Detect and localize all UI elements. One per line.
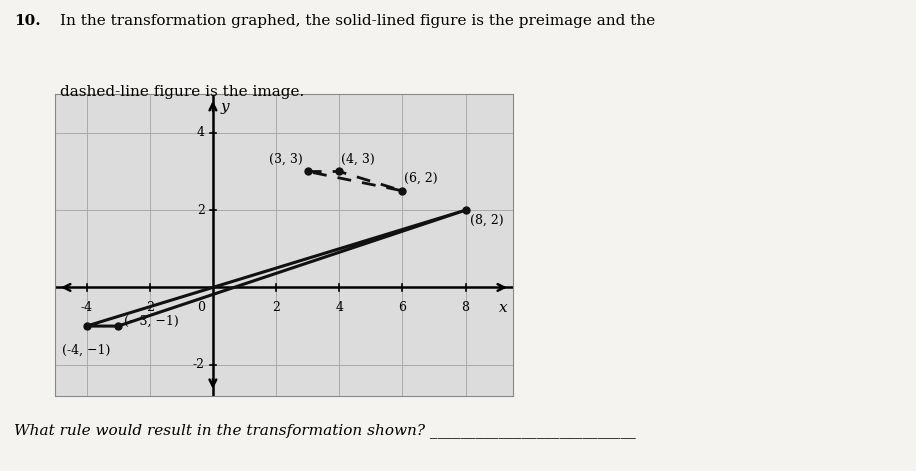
Text: 6: 6 xyxy=(398,301,407,314)
Text: (3, 3): (3, 3) xyxy=(269,153,303,166)
Text: 8: 8 xyxy=(462,301,470,314)
Text: -2: -2 xyxy=(144,301,156,314)
Text: 0: 0 xyxy=(197,301,205,314)
Text: 10.: 10. xyxy=(14,14,40,28)
Text: -4: -4 xyxy=(81,301,93,314)
Text: -2: -2 xyxy=(193,358,205,371)
Text: dashed-line figure is the image.: dashed-line figure is the image. xyxy=(60,85,304,99)
Text: y: y xyxy=(221,100,229,114)
Text: 2: 2 xyxy=(272,301,280,314)
Text: What rule would result in the transformation shown? ___________________________: What rule would result in the transforma… xyxy=(14,423,636,438)
Text: (−3, −1): (−3, −1) xyxy=(125,315,180,327)
Text: 4: 4 xyxy=(335,301,344,314)
Text: (-4, −1): (-4, −1) xyxy=(62,343,111,357)
Text: (4, 3): (4, 3) xyxy=(341,153,375,166)
Text: x: x xyxy=(499,301,507,315)
Text: 2: 2 xyxy=(197,203,205,217)
Text: (8, 2): (8, 2) xyxy=(470,213,504,226)
Text: In the transformation graphed, the solid-lined figure is the preimage and the: In the transformation graphed, the solid… xyxy=(60,14,655,28)
Text: (6, 2): (6, 2) xyxy=(404,172,438,185)
Text: 4: 4 xyxy=(197,126,205,139)
